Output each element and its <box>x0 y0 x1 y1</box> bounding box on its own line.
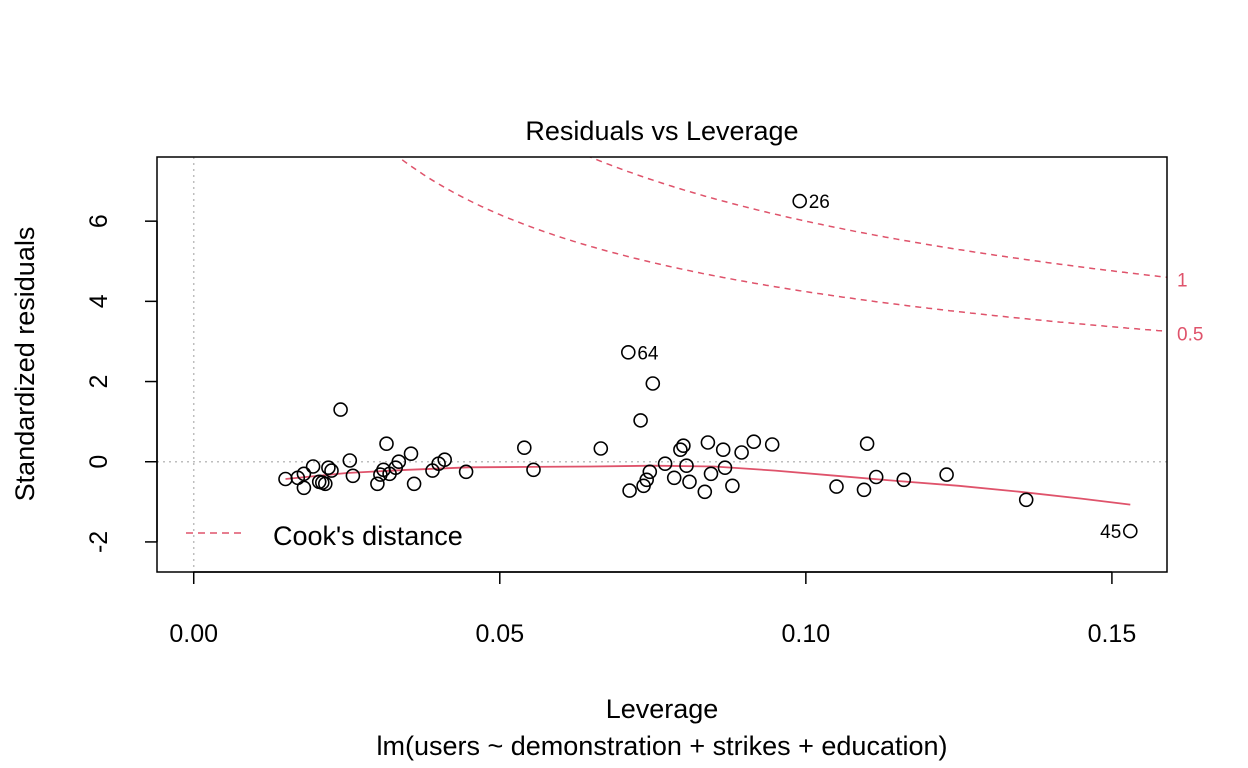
data-point <box>859 436 875 452</box>
data-point <box>321 460 336 476</box>
cooks-contour-label-1: 1 <box>1177 270 1188 291</box>
data-point <box>792 193 808 209</box>
data-point <box>868 469 884 485</box>
model-formula-subtitle: lm(users ~ demonstration + strikes + edu… <box>376 731 947 761</box>
data-point <box>682 474 697 490</box>
point-label-64: 64 <box>637 343 659 364</box>
plot-frame <box>156 156 1168 573</box>
data-point <box>717 460 733 476</box>
x-tick-label: 0.00 <box>169 620 218 648</box>
data-point <box>642 464 658 480</box>
data-point <box>458 464 474 480</box>
data-point <box>516 440 532 456</box>
data-point <box>703 466 719 482</box>
data-point <box>324 463 339 478</box>
data-point <box>317 476 333 492</box>
data-point <box>526 462 541 478</box>
data-point <box>657 456 673 472</box>
y-axis: -2 0 2 4 6 <box>85 214 158 553</box>
data-point <box>725 478 740 494</box>
cooks-contour-label-0-5: 0.5 <box>1177 324 1203 345</box>
y-tick-label: 0 <box>85 455 113 469</box>
data-point <box>622 483 637 498</box>
data-point <box>345 468 361 484</box>
data-point <box>856 482 872 498</box>
data-point <box>1018 492 1034 508</box>
data-point <box>333 402 348 417</box>
data-point <box>1123 523 1138 539</box>
data-point <box>633 413 648 428</box>
data-point <box>746 434 762 450</box>
data-point <box>370 476 385 492</box>
data-point <box>406 476 422 492</box>
data-point <box>676 438 691 454</box>
data-point <box>620 344 636 360</box>
data-point <box>379 436 394 452</box>
cooks-distance-contour-0-5 <box>397 157 1167 333</box>
data-point <box>296 480 312 496</box>
data-point <box>715 442 731 458</box>
y-tick-label: 4 <box>85 294 113 308</box>
y-tick-label: 6 <box>85 214 113 228</box>
data-point <box>673 442 688 458</box>
data-point <box>593 441 609 456</box>
x-tick-label: 0.10 <box>782 620 831 648</box>
x-axis: 0.00 0.05 0.10 0.15 <box>169 571 1137 648</box>
cooks-distance-contour-1 <box>588 157 1167 279</box>
chart-title: Residuals vs Leverage <box>525 116 798 146</box>
data-point <box>764 437 780 452</box>
legend-label: Cook's distance <box>273 521 463 551</box>
data-point <box>700 435 716 450</box>
data-point <box>829 479 844 494</box>
plot-region: 26 64 45 <box>157 157 1167 572</box>
x-tick-label: 0.15 <box>1088 620 1137 648</box>
data-point <box>896 472 912 488</box>
x-axis-label: Leverage <box>606 694 719 724</box>
data-point <box>645 376 661 391</box>
data-point <box>391 454 407 470</box>
y-tick-label: -2 <box>85 531 113 553</box>
data-point <box>697 484 713 500</box>
data-point <box>639 472 655 488</box>
smoothed-trend-line <box>285 464 1131 506</box>
legend: Cook's distance <box>186 521 463 551</box>
data-point <box>939 467 954 482</box>
data-point <box>403 446 419 462</box>
data-point <box>734 445 749 460</box>
data-point <box>296 466 312 482</box>
data-point <box>679 458 694 474</box>
y-tick-label: 2 <box>85 375 113 389</box>
data-point <box>666 470 682 486</box>
data-point <box>305 459 321 474</box>
data-point <box>342 453 358 468</box>
y-axis-label: Standardized residuals <box>10 227 40 502</box>
x-tick-label: 0.05 <box>475 620 524 648</box>
data-point <box>437 452 453 468</box>
point-label-45: 45 <box>1100 522 1121 543</box>
point-label-26: 26 <box>809 192 830 213</box>
